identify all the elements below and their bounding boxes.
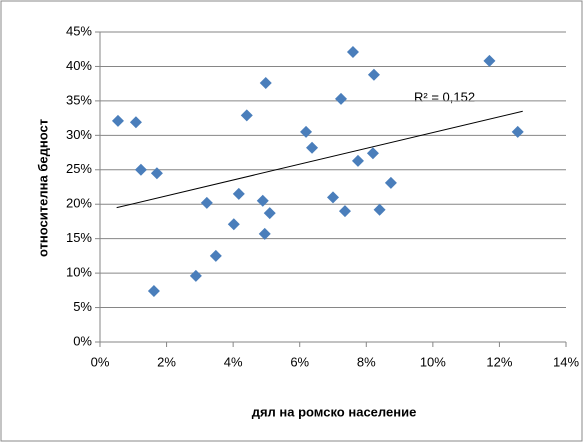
point <box>300 125 313 138</box>
point <box>129 116 142 129</box>
y-axis-title: относителна бедност <box>35 119 50 257</box>
point <box>189 269 202 282</box>
point <box>111 114 124 127</box>
x-tick-label: 14% <box>553 354 579 369</box>
point <box>200 196 213 209</box>
point <box>334 92 347 105</box>
y-tick-label: 35% <box>66 92 92 107</box>
point <box>367 68 380 81</box>
point <box>351 154 364 167</box>
trendline <box>116 110 523 209</box>
point <box>338 205 351 218</box>
x-tick-label: 6% <box>290 354 309 369</box>
point <box>134 163 147 176</box>
point <box>263 207 276 220</box>
point <box>483 54 496 67</box>
point <box>384 176 397 189</box>
x-tick-label: 0% <box>91 354 110 369</box>
point <box>232 187 245 200</box>
y-tick-label: 5% <box>73 299 92 314</box>
point <box>258 227 271 240</box>
x-tick-label: 2% <box>157 354 176 369</box>
point <box>259 76 272 89</box>
y-tick-label: 10% <box>66 265 92 280</box>
x-tick-label: 10% <box>420 354 446 369</box>
point <box>256 194 269 207</box>
point <box>327 191 339 204</box>
y-tick-label: 30% <box>66 127 92 142</box>
point <box>346 45 359 58</box>
point <box>147 285 160 298</box>
y-tick-label: 45% <box>66 23 92 38</box>
annotation: R² = 0,152 <box>414 89 475 104</box>
point <box>240 109 253 122</box>
y-tick-label: 40% <box>66 58 92 73</box>
y-tick-label: 20% <box>66 196 92 211</box>
x-tick-label: 8% <box>357 354 376 369</box>
x-tick-label: 4% <box>224 354 243 369</box>
point <box>227 218 240 231</box>
point <box>366 147 379 160</box>
point <box>209 249 222 262</box>
point <box>373 203 386 216</box>
point <box>511 125 524 138</box>
point <box>150 167 163 180</box>
x-tick-label: 12% <box>486 354 512 369</box>
x-axis-title: дял на ромско население <box>252 404 417 419</box>
y-tick-label: 25% <box>66 161 92 176</box>
y-tick-label: 0% <box>73 333 92 348</box>
y-tick-label: 15% <box>66 230 92 245</box>
point <box>306 141 319 154</box>
